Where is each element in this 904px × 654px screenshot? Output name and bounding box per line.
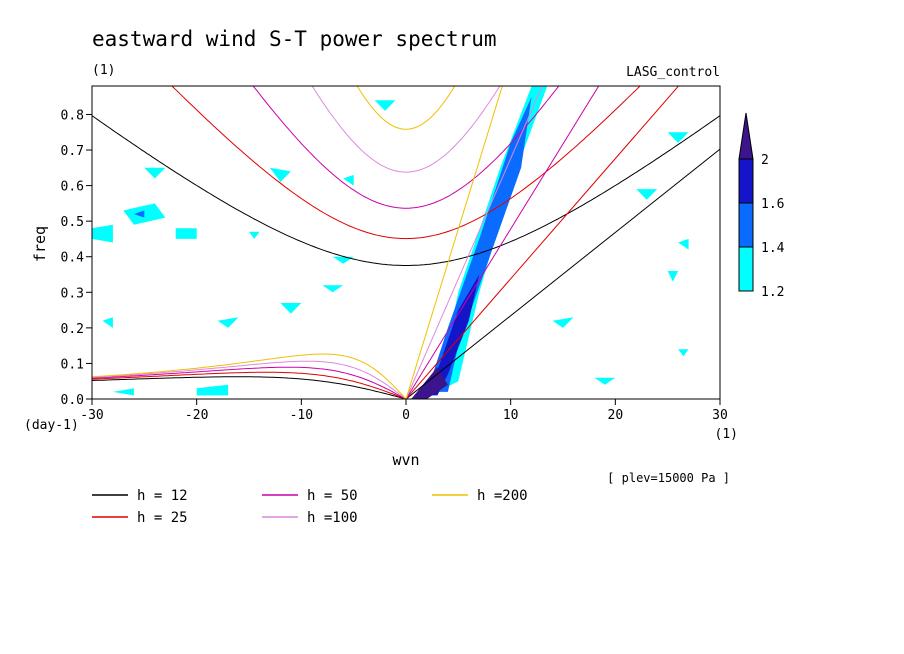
ig-curve-200: [356, 86, 456, 130]
ig-curve-50: [252, 86, 560, 209]
contour-fill-region: [594, 377, 616, 385]
ig-curve-100: [311, 86, 501, 173]
ig-curve-25: [171, 86, 641, 240]
x-tick-label: 10: [503, 408, 519, 423]
x-tick-label: 20: [608, 408, 624, 423]
x-axis-label: wvn: [392, 451, 419, 469]
plot-frame: [91, 85, 721, 400]
y-axis-label: freq: [31, 226, 49, 262]
colorbar-cap: [738, 112, 754, 160]
colorbar-segment: [738, 202, 754, 248]
contour-fill-region: [133, 210, 145, 218]
y-tick-label: 0.2: [61, 322, 84, 337]
contour-fill-region: [196, 384, 229, 396]
contour-fill-region: [144, 167, 166, 179]
contour-fill-region: [322, 285, 344, 293]
contour-fill-region: [249, 231, 260, 239]
legend-label: h = 50: [307, 488, 358, 504]
contour-fill-region: [411, 367, 448, 399]
contour-fill-region: [175, 228, 197, 239]
colorbar: 2 1.6 1.4 1.2: [738, 112, 785, 300]
contour-fill-region: [426, 96, 532, 392]
contour-fill-region: [343, 174, 354, 186]
contour-fill-region: [102, 317, 113, 328]
contour-fill-region: [636, 189, 658, 200]
contour-fills: [92, 86, 689, 399]
y-axis: 0.0 0.1 0.2 0.3 0.4 0.5 0.6 0.7 0.8: [61, 108, 92, 408]
rossby-curve-12: [92, 376, 407, 399]
x-axis-unit: (1): [715, 427, 738, 442]
contour-fill-region: [374, 100, 396, 111]
kelvin-curve-200: [405, 86, 503, 399]
ig-curve-12: [92, 115, 720, 266]
contour-fill-region: [552, 317, 574, 328]
y-tick-label: 0.3: [61, 286, 84, 301]
contour-fill-region: [332, 256, 354, 264]
legend-label: h =200: [477, 488, 528, 504]
dispersion-curves: [92, 86, 720, 399]
legend: h = 12 h = 25 h = 50 h =100 h =200: [92, 488, 528, 526]
y-tick-label: 0.4: [61, 251, 85, 266]
legend-label: h =100: [307, 510, 358, 526]
chart-title: eastward wind S-T power spectrum: [92, 27, 497, 51]
contour-fill-region: [667, 271, 679, 282]
x-tick-label: -20: [185, 408, 208, 423]
y-tick-label: 0.6: [61, 180, 84, 195]
y-axis-unit: (day-1): [24, 418, 79, 433]
legend-label: h = 25: [137, 510, 188, 526]
rossby-curve-200: [92, 353, 407, 399]
chart-subtitle-right: LASG_control: [626, 65, 720, 80]
colorbar-label: 1.4: [761, 241, 785, 256]
y-tick-label: 0.0: [61, 393, 84, 408]
kelvin-curve-100: [405, 86, 543, 399]
rossby-curve-50: [92, 366, 407, 399]
chart-subtitle-left: (1): [92, 63, 115, 78]
rossby-curve-25: [92, 371, 407, 399]
rossby-curve-100: [92, 360, 407, 399]
x-axis: -30 -20 -10 0 10 20 30: [80, 399, 728, 423]
kelvin-curve-50: [405, 86, 600, 399]
colorbar-segment: [738, 158, 754, 204]
contour-fill-region: [678, 238, 689, 250]
y-tick-label: 0.8: [61, 108, 84, 123]
y-tick-label: 0.1: [61, 357, 84, 372]
contour-fill-region: [678, 349, 689, 357]
contour-fill-region: [667, 132, 689, 143]
x-tick-label: -30: [80, 408, 103, 423]
x-tick-label: -10: [290, 408, 313, 423]
y-tick-label: 0.5: [61, 215, 84, 230]
legend-label: h = 12: [137, 488, 188, 504]
colorbar-segment: [738, 246, 754, 292]
colorbar-label: 1.6: [761, 197, 784, 212]
contour-fill-region: [92, 224, 113, 243]
colorbar-label: 2: [761, 153, 769, 168]
kelvin-curve-25: [405, 86, 680, 399]
x-tick-label: 0: [402, 408, 410, 423]
contour-fill-region: [269, 167, 291, 182]
y-tick-label: 0.7: [61, 144, 84, 159]
level-note: [ plev=15000 Pa ]: [607, 471, 730, 485]
colorbar-label: 1.2: [761, 285, 784, 300]
contour-fill-region: [112, 388, 134, 396]
contour-fill-region: [217, 317, 239, 328]
x-tick-label: 30: [712, 408, 728, 423]
kelvin-curve-12: [405, 148, 720, 399]
contour-fill-region: [123, 203, 166, 225]
contour-fill-region: [280, 303, 302, 314]
